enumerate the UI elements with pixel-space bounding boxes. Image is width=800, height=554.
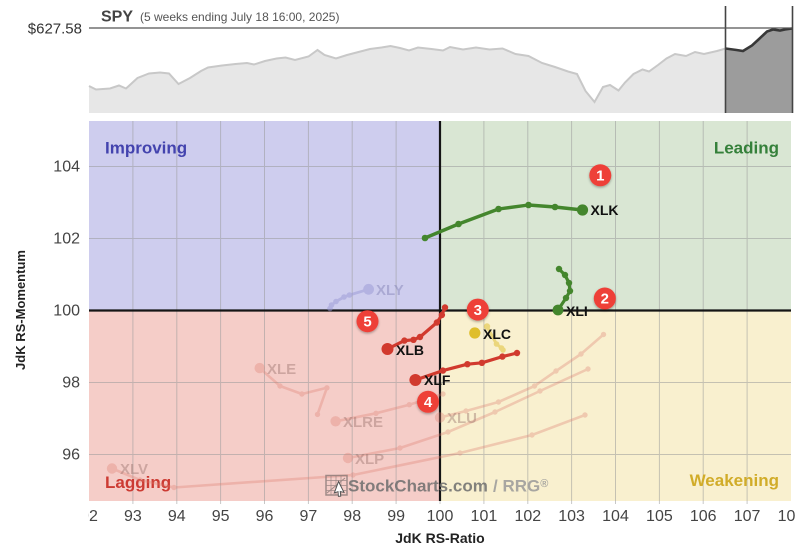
svg-text:98: 98 <box>343 508 361 525</box>
svg-text:JdK RS-Ratio: JdK RS-Ratio <box>395 530 484 546</box>
svg-text:5: 5 <box>363 313 371 330</box>
svg-text:XLB: XLB <box>396 342 424 358</box>
svg-text:XLY: XLY <box>376 282 404 299</box>
svg-text:XLP: XLP <box>355 451 384 468</box>
svg-text:107: 107 <box>734 508 761 525</box>
svg-text:99: 99 <box>387 508 405 525</box>
svg-text:96: 96 <box>256 508 274 525</box>
svg-text:1: 1 <box>596 168 604 185</box>
svg-text:XLK: XLK <box>591 202 619 218</box>
svg-text:106: 106 <box>690 508 717 525</box>
svg-text:Lagging: Lagging <box>105 473 171 492</box>
svg-text:SPY: SPY <box>101 9 133 26</box>
svg-text:102: 102 <box>514 508 541 525</box>
svg-text:105: 105 <box>646 508 673 525</box>
svg-text:(5 weeks ending July 18 16:00,: (5 weeks ending July 18 16:00, 2025) <box>140 10 339 24</box>
svg-text:97: 97 <box>300 508 318 525</box>
svg-text:104: 104 <box>602 508 629 525</box>
svg-text:Leading: Leading <box>714 139 779 158</box>
svg-text:100: 100 <box>427 508 454 525</box>
svg-text:95: 95 <box>212 508 230 525</box>
svg-text:XLU: XLU <box>447 410 477 427</box>
svg-text:100: 100 <box>53 303 80 320</box>
svg-text:104: 104 <box>53 159 80 176</box>
svg-text:93: 93 <box>124 508 142 525</box>
svg-text:103: 103 <box>558 508 585 525</box>
svg-text:/ RRG®: / RRG® <box>493 477 548 496</box>
svg-text:$627.58: $627.58 <box>28 21 82 38</box>
svg-text:94: 94 <box>168 508 186 525</box>
svg-text:98: 98 <box>62 375 80 392</box>
svg-text:StockCharts.com: StockCharts.com <box>348 477 488 496</box>
svg-text:XLF: XLF <box>424 372 451 388</box>
svg-text:XLRE: XLRE <box>343 414 383 431</box>
svg-text:XLI: XLI <box>566 303 588 319</box>
svg-text:96: 96 <box>62 447 80 464</box>
svg-text:2: 2 <box>601 291 609 308</box>
svg-text:4: 4 <box>424 394 433 411</box>
svg-text:101: 101 <box>471 508 498 525</box>
svg-text:Improving: Improving <box>105 139 187 158</box>
svg-text:JdK RS-Momentum: JdK RS-Momentum <box>13 250 28 370</box>
svg-text:92: 92 <box>80 508 98 525</box>
svg-text:XLV: XLV <box>120 461 148 478</box>
svg-text:Weakening: Weakening <box>690 471 779 490</box>
svg-text:108: 108 <box>778 508 800 525</box>
svg-text:3: 3 <box>474 302 482 319</box>
svg-text:102: 102 <box>53 231 80 248</box>
svg-text:XLE: XLE <box>267 361 296 378</box>
svg-text:XLC: XLC <box>483 326 511 342</box>
